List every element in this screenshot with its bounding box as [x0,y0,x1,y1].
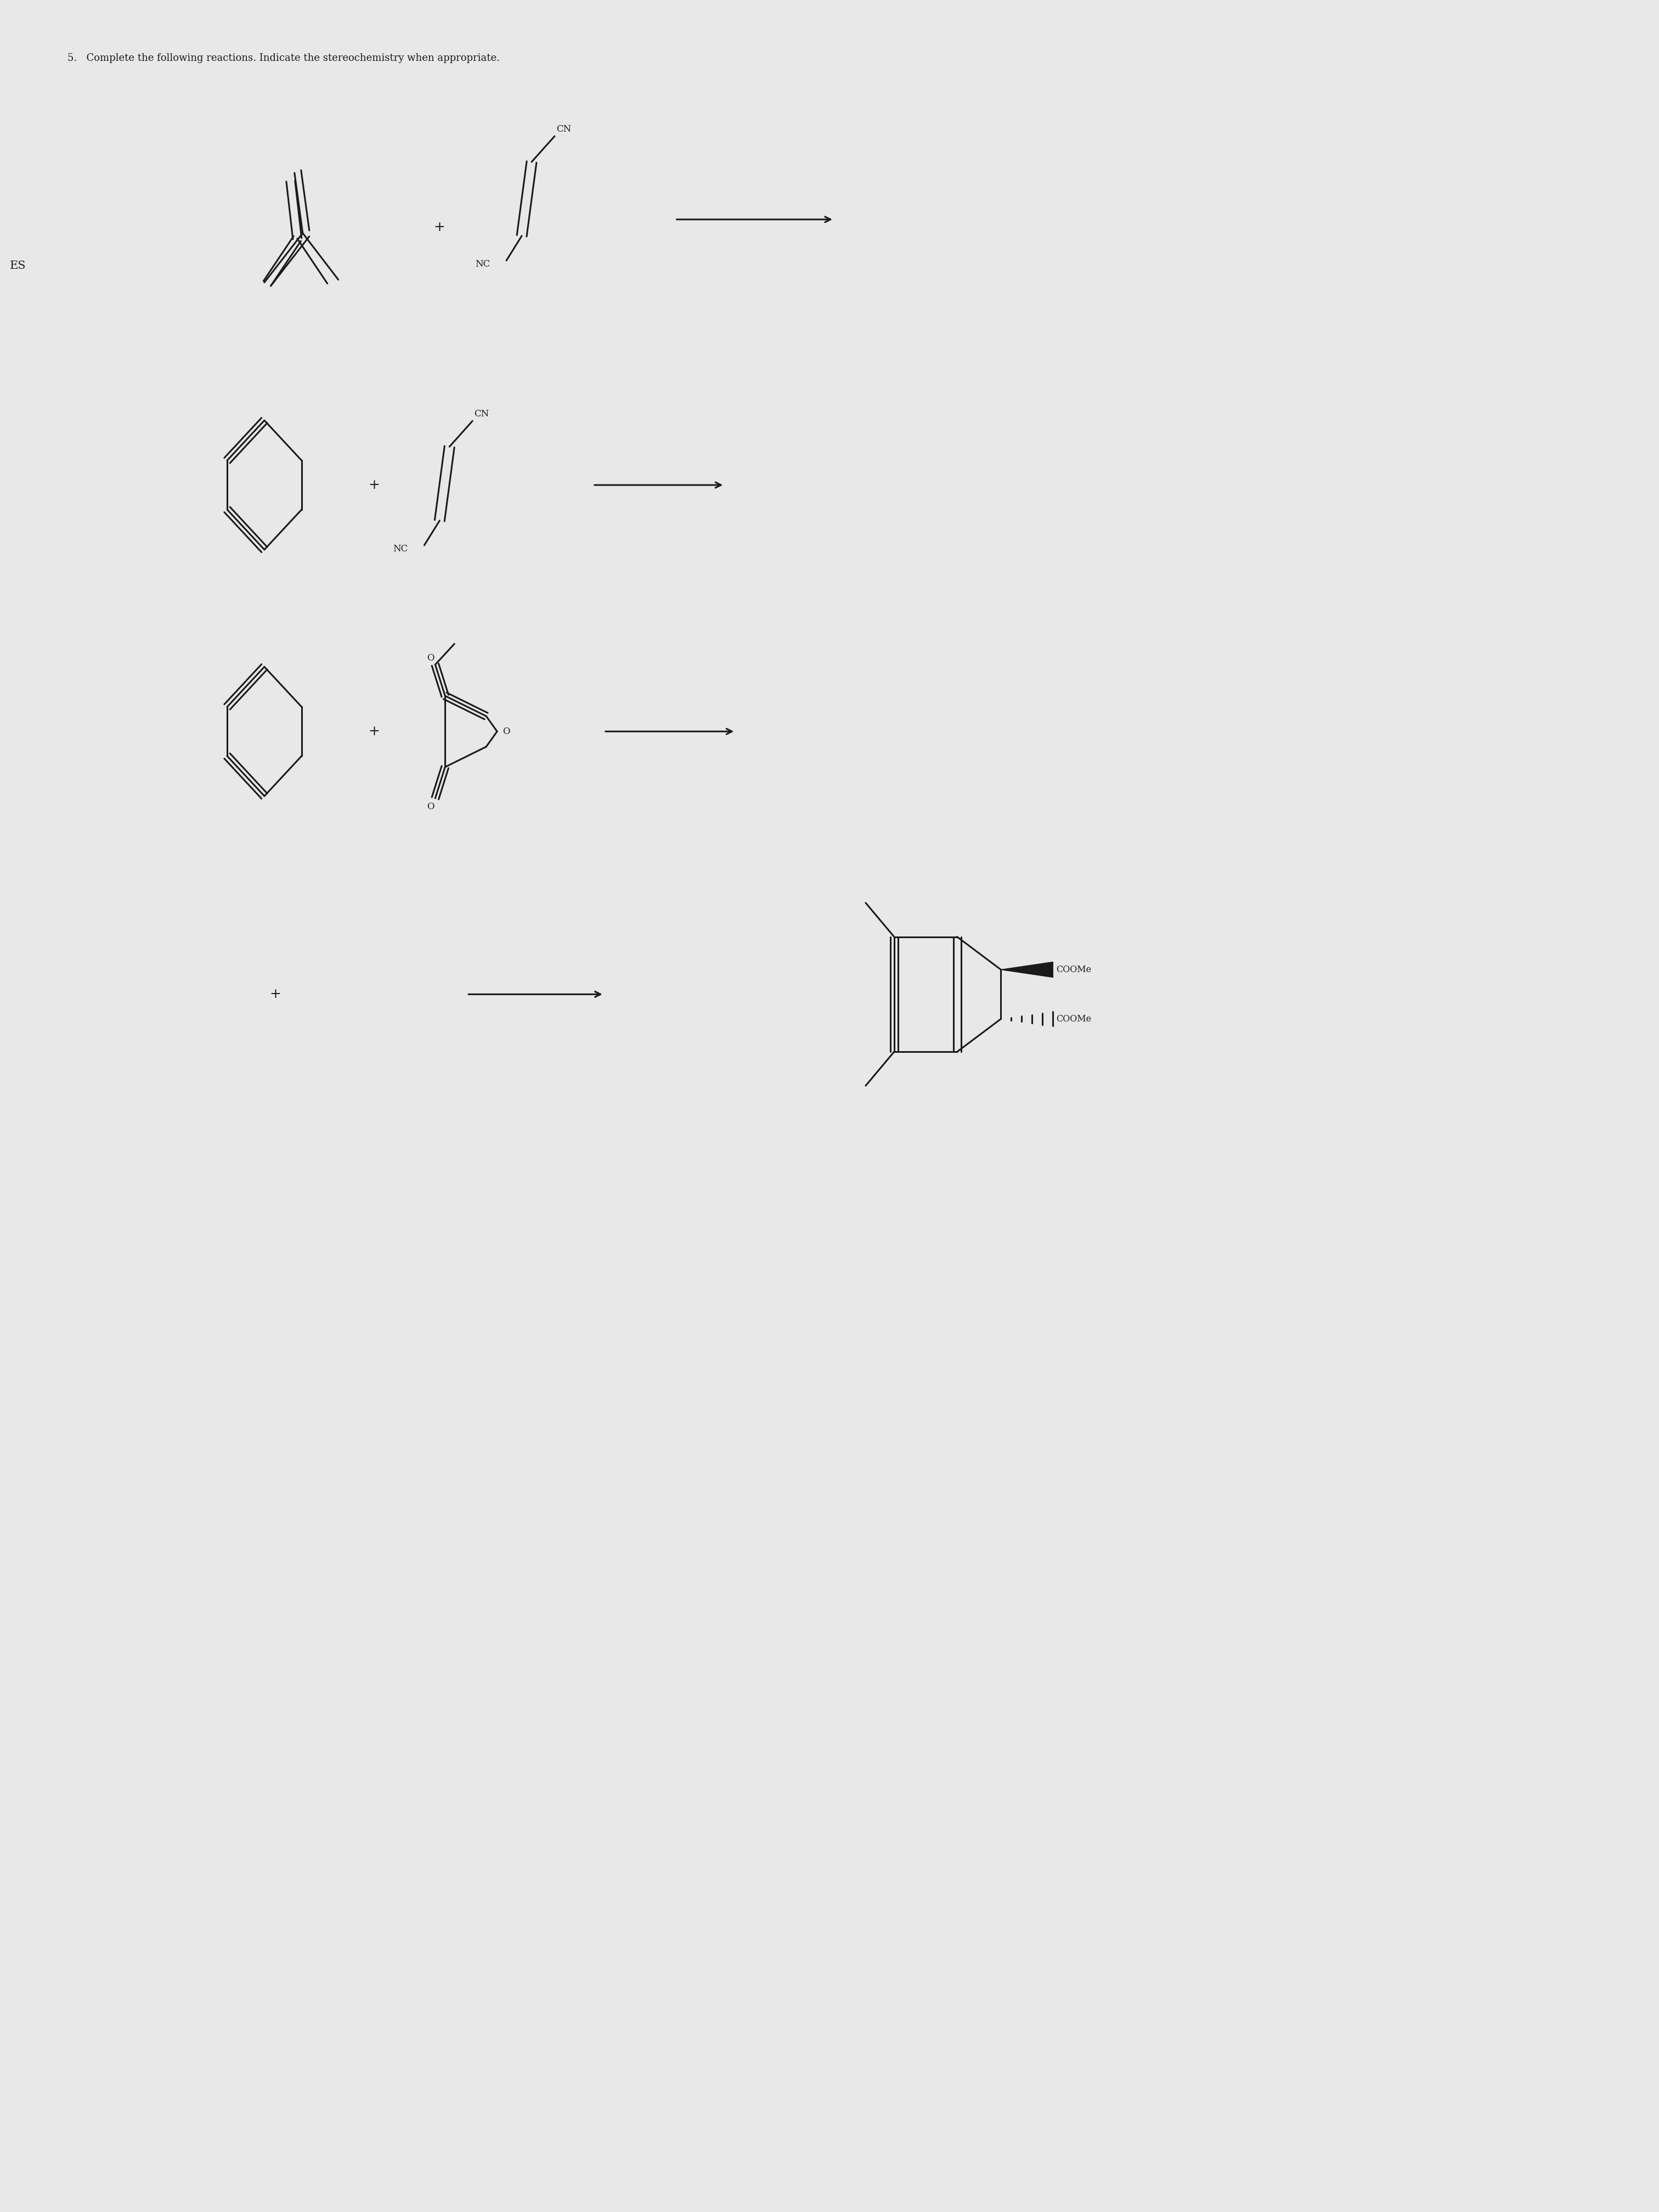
Text: NC: NC [393,544,408,553]
Text: +: + [368,478,380,491]
Text: O: O [426,653,435,664]
Text: COOMe: COOMe [1057,1015,1092,1024]
Text: O: O [426,801,435,812]
Text: +: + [368,726,380,739]
Text: 5.   Complete the following reactions. Indicate the stereochemistry when appropr: 5. Complete the following reactions. Ind… [68,53,499,62]
Text: CN: CN [556,124,571,133]
Text: COOMe: COOMe [1057,964,1092,973]
Text: O: O [503,728,509,737]
Polygon shape [1000,962,1053,978]
Text: NC: NC [474,259,489,270]
Text: ES: ES [10,261,27,272]
Text: CN: CN [474,409,489,418]
Text: +: + [270,989,280,1000]
Text: +: + [435,221,445,234]
